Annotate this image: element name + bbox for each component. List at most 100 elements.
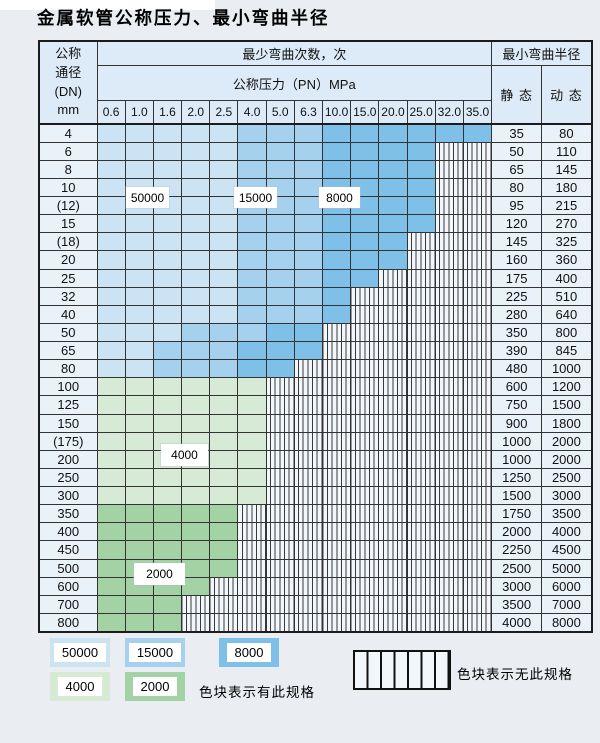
no-spec-cell	[434, 449, 464, 469]
no-spec-cell	[462, 522, 493, 542]
no-spec-cell	[350, 304, 380, 324]
table-row: (12) 95 215	[38, 195, 593, 216]
no-spec-cell	[209, 612, 239, 633]
spec-cell	[209, 359, 239, 379]
dn-cell: 15	[38, 214, 98, 234]
no-spec-cell	[293, 540, 324, 560]
no-spec-cell	[406, 431, 436, 451]
static-radius-cell: 4000	[491, 612, 543, 633]
spec-cell	[350, 268, 380, 288]
spec-cell	[124, 413, 154, 433]
spec-cell	[350, 232, 380, 252]
spec-cell	[209, 340, 239, 361]
no-spec-cell	[462, 467, 493, 488]
spec-cell	[209, 250, 239, 270]
no-spec-cell	[462, 485, 493, 506]
spec-cell	[209, 268, 239, 288]
spec-cell	[124, 286, 154, 306]
no-spec-cell	[265, 558, 295, 578]
static-radius-cell: 280	[491, 304, 543, 324]
no-spec-cell	[293, 612, 324, 633]
no-spec-cell	[434, 576, 464, 596]
dynamic-radius-cell: 800	[541, 322, 593, 343]
spec-cell	[321, 214, 352, 234]
static-radius-cell: 480	[491, 359, 543, 379]
spec-cell	[237, 467, 267, 488]
no-spec-cell	[378, 449, 408, 469]
spec-cell	[96, 413, 126, 433]
static-radius-cell: 2000	[491, 522, 543, 542]
static-radius-cell: 35	[491, 123, 543, 143]
no-spec-cell	[321, 558, 352, 578]
no-spec-cell	[378, 504, 408, 524]
spec-cell	[209, 431, 239, 451]
no-spec-cell	[265, 576, 295, 596]
no-spec-cell	[462, 141, 493, 161]
spec-cell	[378, 159, 408, 179]
pressure-tick: 25.0	[406, 100, 436, 125]
spec-cell	[265, 359, 295, 379]
table-row: 80 480 1000	[38, 359, 593, 379]
spec-cell	[124, 522, 154, 542]
spec-cell	[265, 268, 295, 288]
spec-cell	[181, 413, 211, 433]
spec-cell	[152, 359, 183, 379]
spec-cell	[124, 159, 154, 179]
spec-cell	[181, 359, 211, 379]
no-spec-cell	[378, 522, 408, 542]
no-spec-cell	[434, 504, 464, 524]
spec-cell	[406, 141, 436, 161]
no-spec-cell	[350, 522, 380, 542]
static-radius-cell: 1500	[491, 485, 543, 506]
static-radius-cell: 95	[491, 195, 543, 216]
spec-cell	[293, 141, 324, 161]
no-spec-cell	[406, 322, 436, 343]
no-spec-cell	[321, 449, 352, 469]
no-spec-cell	[434, 395, 464, 415]
spec-cell	[378, 177, 408, 198]
spec-cell	[378, 195, 408, 216]
no-spec-cell	[462, 340, 493, 361]
static-radius-cell: 1000	[491, 431, 543, 451]
dynamic-radius-cell: 640	[541, 304, 593, 324]
no-spec-cell	[209, 594, 239, 614]
no-spec-cell	[462, 268, 493, 288]
spec-cell	[152, 413, 183, 433]
spec-cell	[96, 540, 126, 560]
spec-cell	[96, 286, 126, 306]
table-row: 600 3000 6000	[38, 576, 593, 596]
dn-cell: 300	[38, 485, 98, 506]
dynamic-radius-cell: 3500	[541, 504, 593, 524]
spec-cell	[209, 159, 239, 179]
spec-cell	[181, 232, 211, 252]
no-spec-cell	[434, 268, 464, 288]
spec-cell	[209, 485, 239, 506]
no-spec-cell	[378, 467, 408, 488]
no-spec-cell	[350, 504, 380, 524]
no-spec-cell	[462, 322, 493, 343]
spec-cell	[96, 159, 126, 179]
dn-cell: 125	[38, 395, 98, 415]
static-radius-cell: 160	[491, 250, 543, 270]
no-spec-cell	[406, 413, 436, 433]
no-spec-cell	[237, 558, 267, 578]
static-radius-cell: 50	[491, 141, 543, 161]
spec-cell	[265, 232, 295, 252]
no-spec-cell	[265, 395, 295, 415]
spec-cell	[237, 123, 267, 143]
spec-cell	[96, 395, 126, 415]
table-row: 250 1250 2500	[38, 467, 593, 488]
no-spec-cell	[378, 485, 408, 506]
spec-cell	[181, 522, 211, 542]
dn-cell: 100	[38, 377, 98, 397]
spec-cell	[181, 340, 211, 361]
spec-cell	[406, 177, 436, 198]
spec-cell	[209, 286, 239, 306]
spec-cell	[293, 250, 324, 270]
no-spec-cell	[462, 214, 493, 234]
spec-cell	[406, 159, 436, 179]
region-label-4000: 4000	[161, 444, 208, 466]
table-row: 15 120 270	[38, 214, 593, 234]
no-spec-cell	[350, 449, 380, 469]
no-spec-cell	[265, 485, 295, 506]
